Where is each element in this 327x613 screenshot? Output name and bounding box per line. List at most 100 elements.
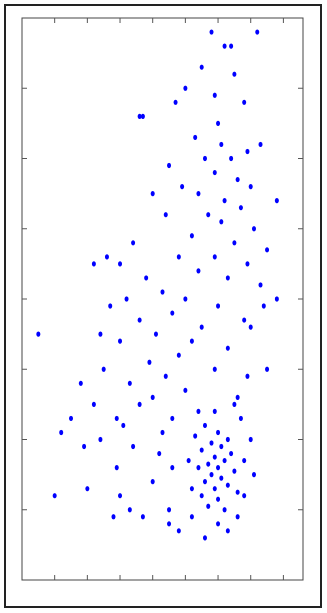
point — [196, 191, 201, 197]
point — [189, 338, 194, 344]
point — [274, 296, 279, 302]
point — [160, 289, 165, 295]
point — [216, 120, 221, 126]
point — [199, 324, 204, 330]
point — [274, 198, 279, 204]
point — [212, 486, 217, 492]
point — [225, 436, 230, 443]
point — [170, 465, 175, 471]
point — [121, 422, 126, 429]
point — [216, 465, 221, 471]
point — [127, 380, 132, 386]
point — [202, 422, 207, 429]
point — [258, 141, 263, 148]
point — [91, 261, 96, 267]
point — [212, 408, 217, 414]
point — [137, 317, 142, 323]
point — [163, 373, 168, 379]
point — [258, 282, 263, 288]
point — [147, 359, 152, 365]
point — [196, 465, 201, 471]
point — [212, 254, 217, 260]
point — [131, 443, 136, 450]
point — [140, 113, 145, 119]
point — [202, 155, 207, 162]
point — [108, 303, 113, 309]
point — [167, 507, 172, 513]
point — [251, 226, 256, 232]
point — [98, 436, 103, 443]
point — [206, 503, 211, 509]
point — [232, 240, 237, 246]
point — [167, 521, 172, 527]
point — [242, 457, 247, 464]
point — [91, 401, 96, 407]
point — [163, 212, 168, 218]
point — [137, 113, 142, 119]
point — [235, 489, 240, 495]
point — [193, 433, 198, 439]
point — [238, 205, 243, 211]
point — [150, 394, 155, 400]
point — [199, 64, 204, 70]
point — [216, 429, 221, 436]
point — [69, 415, 74, 422]
point — [196, 408, 201, 414]
point — [137, 401, 142, 407]
point — [118, 493, 123, 499]
point — [209, 472, 214, 478]
point — [140, 514, 145, 520]
point — [144, 275, 149, 281]
point — [196, 268, 201, 274]
point — [238, 415, 243, 422]
point — [229, 155, 234, 162]
point — [222, 198, 227, 204]
point — [265, 247, 270, 253]
point — [212, 366, 217, 372]
point — [176, 352, 181, 358]
point — [248, 324, 253, 330]
point — [160, 429, 165, 436]
point — [85, 486, 90, 492]
point — [111, 514, 116, 520]
point — [150, 191, 155, 197]
point — [206, 461, 211, 467]
point — [114, 415, 119, 422]
point — [131, 240, 136, 246]
point — [255, 29, 260, 35]
point — [209, 440, 214, 446]
point — [202, 479, 207, 485]
point — [183, 387, 188, 393]
point — [206, 212, 211, 218]
point — [212, 92, 217, 98]
point — [222, 43, 227, 49]
point — [98, 331, 103, 337]
point — [229, 450, 234, 457]
point — [222, 457, 227, 464]
point — [245, 373, 250, 379]
point — [248, 184, 253, 190]
point — [173, 99, 178, 105]
point — [219, 141, 224, 148]
point — [216, 496, 221, 502]
point — [127, 507, 132, 513]
point — [219, 443, 224, 450]
point — [216, 303, 221, 309]
point — [225, 275, 230, 281]
point — [202, 535, 207, 541]
point — [101, 366, 106, 372]
point — [186, 457, 191, 464]
point — [219, 475, 224, 481]
point — [225, 482, 230, 488]
point — [176, 254, 181, 260]
point — [118, 338, 123, 344]
point — [104, 254, 109, 260]
point — [248, 436, 253, 443]
point — [114, 465, 119, 471]
point — [251, 472, 256, 478]
point — [245, 261, 250, 267]
point — [235, 394, 240, 400]
point — [170, 310, 175, 316]
point — [235, 514, 240, 520]
